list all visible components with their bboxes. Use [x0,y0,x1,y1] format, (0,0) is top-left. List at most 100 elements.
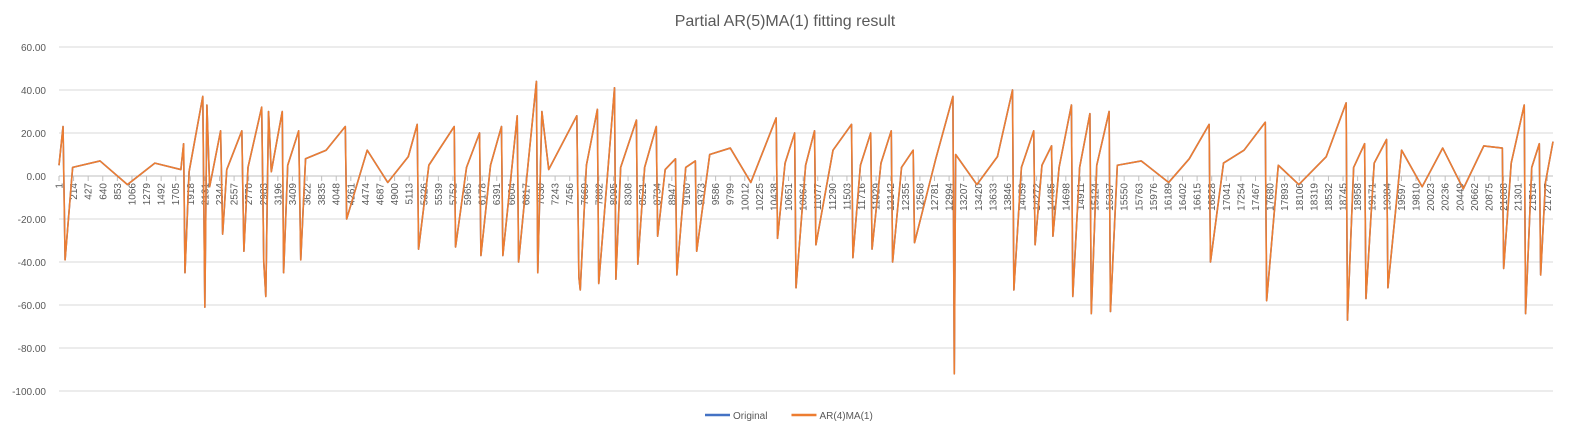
x-tick-label: 853 [113,183,124,200]
x-tick-label: 4900 [390,183,401,206]
x-tick-label: 20236 [1441,183,1452,211]
x-tick-label: 6817 [521,183,532,206]
x-tick-label: 17680 [1266,183,1277,211]
x-tick-label: 13207 [959,183,970,211]
x-tick-label: 21514 [1528,183,1539,211]
x-tick-label: 15763 [1134,183,1145,211]
x-tick-label: 1066 [127,183,138,206]
x-tick-label: 15337 [1105,183,1116,211]
x-tick-label: 5752 [448,183,459,206]
x-tick-label: 21301 [1514,183,1525,211]
x-tick-label: 9586 [711,183,722,206]
x-tick-label: 214 [69,183,80,200]
x-tick-label: 15550 [1120,183,1131,211]
y-tick-label: -100.00 [12,387,46,398]
x-tick-label: 13633 [988,183,999,211]
x-tick-label: 16615 [1193,183,1204,211]
x-tick-label: 1279 [142,183,153,206]
x-tick-label: 8308 [624,183,635,206]
x-tick-label: 17467 [1251,183,1262,211]
x-tick-label: 14272 [1032,183,1043,211]
x-tick-label: 14698 [1061,183,1072,211]
x-tick-label: 3409 [288,183,299,206]
series-line [58,80,1554,375]
x-tick-label: 15976 [1149,183,1160,211]
x-tick-label: 14911 [1076,183,1087,211]
x-tick-label: 10864 [799,183,810,211]
y-tick-label: -40.00 [18,258,47,269]
x-tick-label: 17254 [1236,183,1247,211]
x-tick-label: 12568 [915,183,926,211]
x-tick-label: 3196 [273,183,284,206]
x-tick-label: 18532 [1324,183,1335,211]
x-tick-label: 7030 [536,183,547,206]
x-tick-label: 12355 [901,183,912,211]
x-tick-label: 5965 [463,183,474,206]
x-tick-label: 18745 [1339,183,1350,211]
x-tick-label: 10651 [784,183,795,211]
legend-label: Original [733,411,767,422]
y-tick-label: 40.00 [21,86,46,97]
y-tick-label: 0.00 [27,172,47,183]
x-tick-label: 18958 [1353,183,1364,211]
x-tick-label: 20023 [1426,183,1437,211]
x-tick-label: 6391 [492,183,503,206]
x-tick-label: 2770 [244,183,255,206]
x-tick-label: 19597 [1397,183,1408,211]
x-tick-label: 6604 [507,183,518,206]
x-tick-label: 16402 [1178,183,1189,211]
x-tick-label: 14059 [1018,183,1029,211]
x-tick-label: 20449 [1455,183,1466,211]
x-tick-label: 4474 [361,183,372,206]
x-tick-label: 5539 [434,183,445,206]
y-tick-label: -20.00 [18,215,47,226]
y-tick-label: 60.00 [21,43,46,54]
x-tick-label: 17041 [1222,183,1233,211]
legend-label: AR(4)MA(1) [819,411,872,422]
x-tick-label: 18319 [1309,183,1320,211]
x-tick-label: 17893 [1280,183,1291,211]
x-tick-label: 16189 [1163,183,1174,211]
x-tick-label: 427 [84,183,95,200]
x-tick-label: 640 [98,183,109,200]
x-tick-label: 10438 [769,183,780,211]
x-tick-label: 8947 [667,183,678,206]
x-tick-label: 1705 [171,183,182,206]
x-tick-label: 7882 [594,183,605,206]
x-tick-label: 7243 [551,183,562,206]
x-tick-label: 8734 [653,183,664,206]
x-tick-label: 12781 [930,183,941,211]
x-tick-label: 12994 [945,183,956,211]
x-tick-label: 11290 [828,183,839,211]
x-tick-label: 2344 [215,183,226,206]
y-tick-label: -80.00 [18,344,47,355]
x-tick-label: 21727 [1543,183,1554,211]
x-tick-label: 1918 [186,183,197,206]
x-tick-label: 1 [55,183,66,189]
y-tick-label: -60.00 [18,301,47,312]
y-tick-label: 20.00 [21,129,46,140]
x-tick-label: 9160 [682,183,693,206]
x-tick-label: 9799 [726,183,737,206]
x-tick-label: 10012 [740,183,751,211]
x-tick-label: 19171 [1368,183,1379,211]
x-tick-label: 3622 [303,183,314,206]
x-tick-label: 7456 [565,183,576,206]
x-tick-label: 2983 [259,183,270,206]
x-tick-label: 6178 [478,183,489,206]
x-tick-label: 8521 [638,183,649,206]
x-tick-label: 11716 [857,183,868,211]
x-tick-label: 2557 [230,183,241,206]
x-tick-label: 16828 [1207,183,1218,211]
x-tick-label: 11077 [813,183,824,211]
x-tick-label: 4687 [376,183,387,206]
x-tick-label: 3835 [317,183,328,206]
x-tick-label: 20662 [1470,183,1481,211]
x-tick-label: 11503 [842,183,853,211]
x-tick-label: 1492 [157,183,168,206]
x-tick-label: 10225 [755,183,766,211]
x-tick-label: 13420 [974,183,985,211]
x-tick-label: 21088 [1499,183,1510,211]
